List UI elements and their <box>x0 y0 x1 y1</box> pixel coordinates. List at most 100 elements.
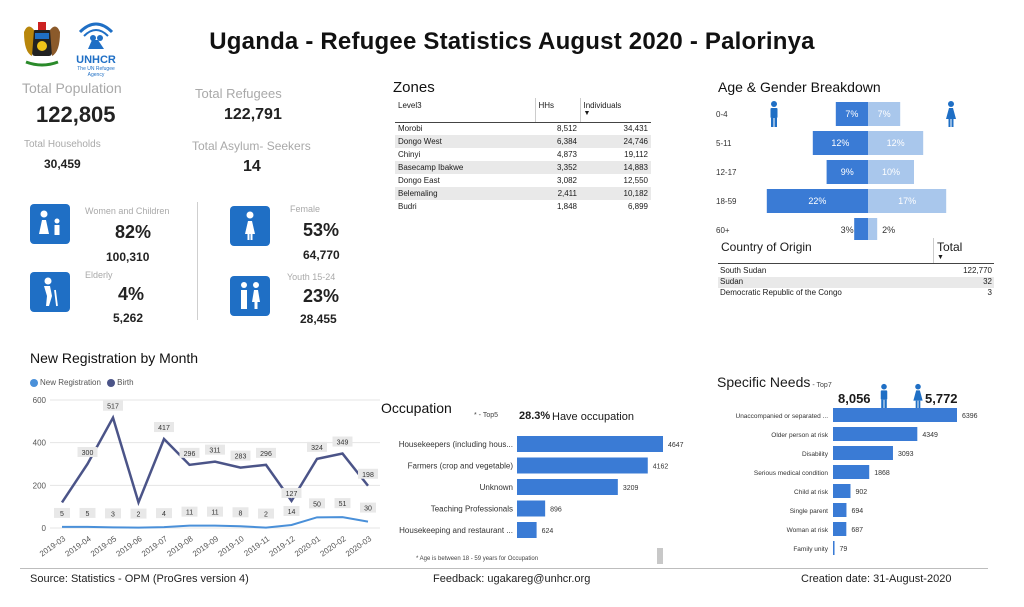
female-bar-label: 2% <box>882 225 895 235</box>
needs-bar <box>833 541 835 555</box>
zones-table-container[interactable]: Level3 HHs Individuals ▼ Morobi 8,512 34,43… <box>395 98 655 213</box>
female-bar-label: 10% <box>882 167 900 177</box>
new-label-bg <box>181 506 198 517</box>
new-registration-data-label: 5 <box>60 511 64 518</box>
female-bar-label: 12% <box>887 138 905 148</box>
zones-cell-individuals: 34,431 <box>623 124 648 134</box>
zones-cell-level3: Chinyi <box>398 150 421 159</box>
summary-divider <box>197 202 198 320</box>
needs-bar <box>833 465 870 479</box>
x-tick-label: 2020-03 <box>344 534 374 558</box>
needs-category-label: Serious medical condition <box>754 470 828 477</box>
female-icon <box>230 206 270 246</box>
origin-col-country[interactable]: Country of Origin <box>718 238 934 263</box>
footer-feedback[interactable]: Feedback: ugakareg@unhcr.org <box>433 573 591 585</box>
birth-data-label: 517 <box>107 404 119 411</box>
zones-row[interactable]: Belemaling 2,411 10,182 <box>395 187 651 200</box>
new-label-bg <box>130 508 147 519</box>
new-label-bg <box>156 508 172 519</box>
female-bar <box>868 189 947 213</box>
needs-subtitle: - Top7 <box>812 382 832 389</box>
new-label-bg <box>309 498 325 509</box>
birth-data-label: 300 <box>82 450 94 457</box>
male-bar-label: 22% <box>808 196 826 206</box>
birth-label-bg <box>154 422 174 433</box>
zones-row[interactable]: Morobi 8,512 34,431 <box>395 122 651 135</box>
occupation-category-label: Housekeeping and restaurant ... <box>399 526 513 535</box>
zones-cell-hhs: 2,411 <box>535 187 580 200</box>
total-population-value: 122,805 <box>36 102 116 127</box>
birth-series-line <box>60 414 369 507</box>
zones-row[interactable]: Basecamp Ibakwe 3,352 14,883 <box>395 161 651 174</box>
needs-value-label: 902 <box>855 489 867 496</box>
zones-col-individuals[interactable]: Individuals ▼ <box>580 98 651 123</box>
footer-divider <box>20 568 988 569</box>
needs-bar <box>833 484 851 498</box>
male-bar <box>826 160 868 184</box>
origin-cell-country: South Sudan <box>720 266 767 275</box>
zones-cell-individuals: 19,112 <box>624 150 648 159</box>
needs-category-label: Disability <box>802 451 829 458</box>
zones-title: Zones <box>393 79 435 96</box>
zones-col-level3[interactable]: Level3 <box>395 98 536 123</box>
zones-cell-level3: Morobi <box>398 124 423 134</box>
male-bar-label: 12% <box>831 138 849 148</box>
birth-data-label: 324 <box>311 445 323 452</box>
needs-value-label: 3093 <box>898 451 914 458</box>
zones-row[interactable]: Budri 1,848 6,899 <box>395 200 651 213</box>
zones-cell-level3: Dongo West <box>395 135 535 148</box>
elderly-count: 5,262 <box>113 311 144 325</box>
new-registration-data-label: 3 <box>111 511 115 518</box>
male-bar <box>812 131 868 155</box>
needs-female-icon <box>912 383 924 414</box>
footer-source: Source: Statistics - OPM (ProGres versio… <box>30 573 249 585</box>
zones-col-hhs[interactable]: HHs <box>535 98 581 123</box>
y-tick-label: 400 <box>33 439 47 448</box>
occupation-category-label: Housekeepers (including hous... <box>399 440 513 449</box>
origin-cell-total: 122,770 <box>963 266 992 275</box>
needs-category-label: Single parent <box>790 508 828 515</box>
zones-row[interactable]: Chinyi 4,873 19,112 <box>395 148 651 161</box>
occupation-bar <box>517 457 648 474</box>
origin-header-row: Country of Origin Total ▼ <box>718 238 994 264</box>
origin-cell-total: 3 <box>987 288 992 297</box>
occupation-top5: * - Top5 <box>474 412 498 419</box>
occupation-value-label: 896 <box>550 507 562 514</box>
new-registration-data-label: 30 <box>364 506 372 513</box>
origin-row[interactable]: Democratic Republic of the Congo 3 <box>718 288 994 299</box>
female-pct: 53% <box>303 220 340 240</box>
zones-row[interactable]: Dongo East 3,082 12,550 <box>395 174 651 187</box>
occupation-category-label: Farmers (crop and vegetable) <box>408 462 514 471</box>
youth-pct: 23% <box>303 286 340 306</box>
new-label-bg <box>105 508 121 519</box>
origin-cell-total: 32 <box>983 277 992 286</box>
origin-table[interactable]: Country of Origin Total ▼ South Sudan 122… <box>718 238 994 299</box>
new-label-bg <box>283 506 300 517</box>
occupation-scrollbar[interactable] <box>657 548 663 564</box>
birth-label-bg <box>256 447 276 458</box>
age-group-label: 18-59 <box>716 197 737 206</box>
age-group-label: 5-11 <box>716 139 732 148</box>
needs-bar <box>833 522 847 536</box>
occupation-category-label: Unknown <box>480 483 513 492</box>
occupation-value-label: 3209 <box>623 485 639 492</box>
female-bar <box>868 131 924 155</box>
elderly-icon <box>30 272 70 312</box>
occupation-value-label: 4162 <box>653 464 669 471</box>
needs-bar <box>833 427 918 441</box>
origin-row[interactable]: Sudan 32 <box>718 277 994 288</box>
zones-row[interactable]: Dongo West 6,384 24,746 <box>395 135 651 148</box>
x-tick-label: 2019-12 <box>267 534 297 558</box>
x-tick-label: 2019-04 <box>63 534 93 558</box>
female-bar-label: 17% <box>898 196 916 206</box>
new-registration-data-label: 4 <box>162 511 166 518</box>
birth-data-label: 296 <box>260 451 272 458</box>
needs-value-label: 694 <box>851 508 863 515</box>
zones-cell-level3: Belemaling <box>395 187 535 200</box>
uganda-coat-of-arms-logo <box>18 18 66 70</box>
origin-col-total[interactable]: Total ▼ <box>934 238 994 263</box>
needs-category-label: Unaccompanied or separated ... <box>736 413 829 420</box>
x-tick-label: 2019-07 <box>140 534 170 558</box>
origin-row[interactable]: South Sudan 122,770 <box>718 266 994 277</box>
male-bar <box>835 102 868 126</box>
